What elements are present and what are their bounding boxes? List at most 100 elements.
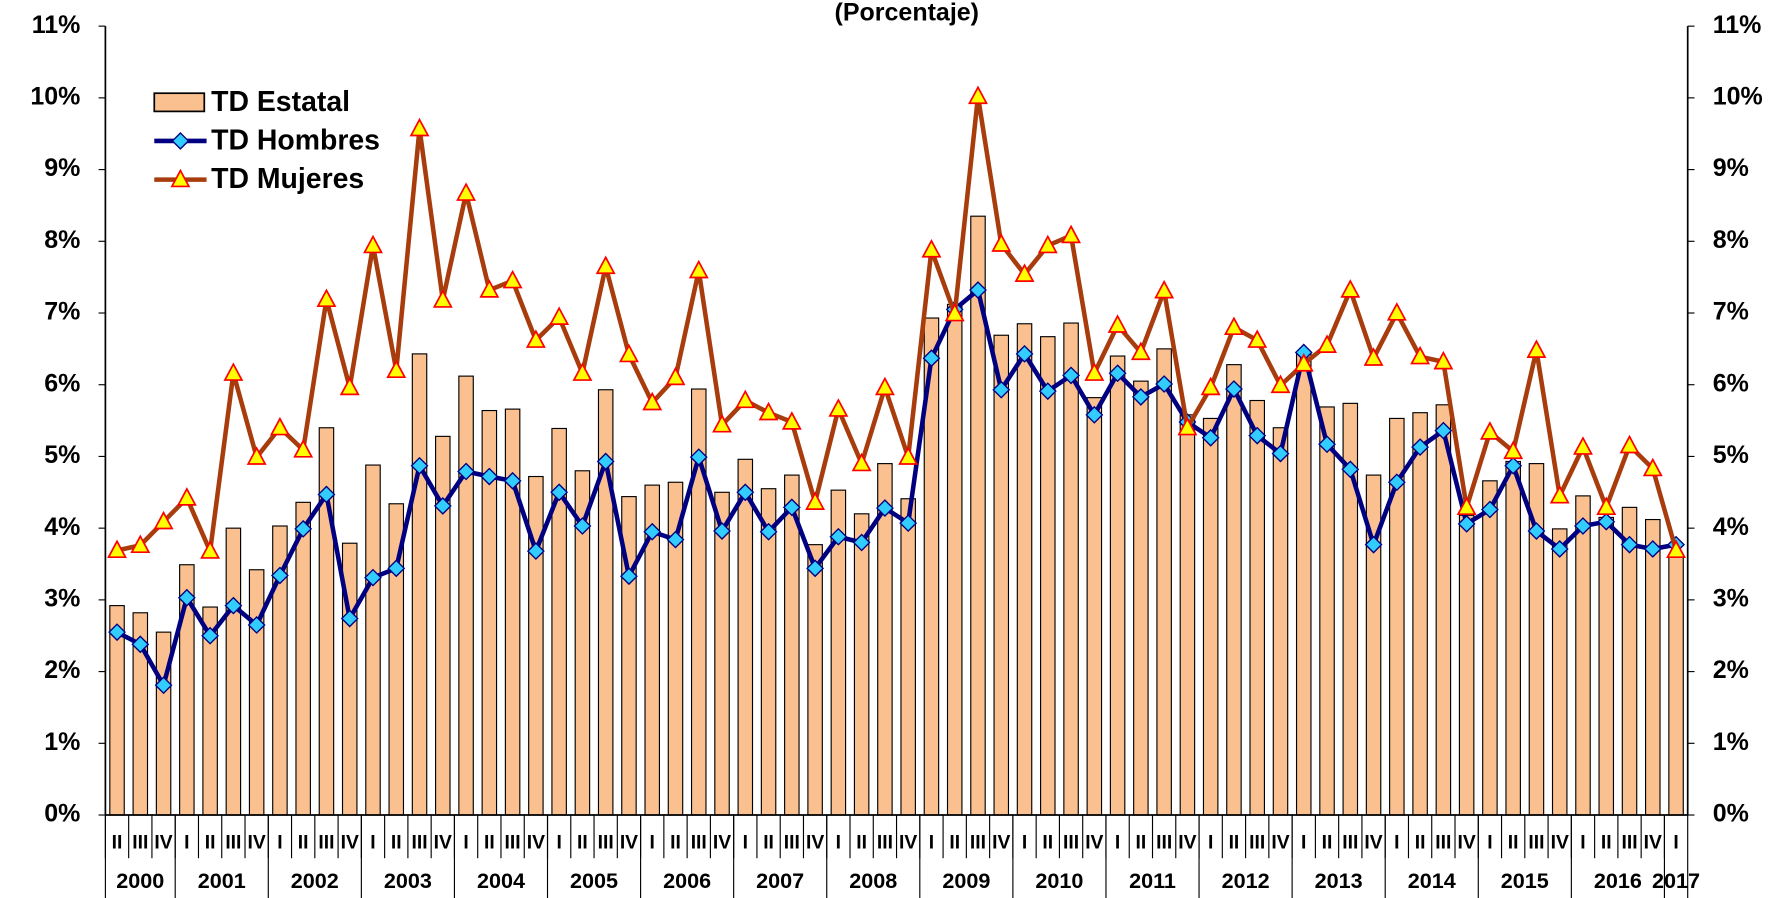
marker xyxy=(1479,421,1500,440)
x-tick-label: III xyxy=(225,833,241,854)
x-tick-label: III xyxy=(1342,833,1358,854)
x-tick-label: IV xyxy=(992,833,1010,854)
bar xyxy=(458,375,474,816)
legend-label: TD Estatal xyxy=(211,86,350,118)
x-tick-label: I xyxy=(743,833,748,854)
bar xyxy=(1668,554,1684,816)
bar xyxy=(1482,480,1498,816)
x-tick-label: I xyxy=(1673,833,1678,854)
marker xyxy=(1317,334,1337,353)
bar xyxy=(295,501,311,816)
x-tick-label: II xyxy=(1508,833,1519,854)
y2-tick-label: 3% xyxy=(1713,584,1749,612)
marker xyxy=(898,446,919,465)
marker xyxy=(1480,500,1499,519)
marker xyxy=(1643,540,1662,558)
marker xyxy=(759,522,778,541)
marker xyxy=(1527,522,1546,540)
marker xyxy=(317,485,336,504)
marker xyxy=(247,616,266,634)
bar xyxy=(1412,412,1428,816)
bar xyxy=(504,408,521,816)
x-tick-label: I xyxy=(1208,833,1213,854)
marker xyxy=(1619,434,1640,454)
marker xyxy=(246,446,267,465)
bar xyxy=(1133,380,1149,816)
marker xyxy=(1387,473,1406,492)
x-group-label: 2002 xyxy=(291,868,339,893)
marker xyxy=(969,281,987,299)
bar xyxy=(1435,404,1452,816)
marker xyxy=(224,596,243,615)
x-tick-label: III xyxy=(598,833,614,854)
x-tick-label: II xyxy=(949,833,960,854)
marker xyxy=(177,588,196,607)
y2-tick-label: 7% xyxy=(1713,298,1749,326)
x-tick-label: IV xyxy=(341,833,359,854)
marker xyxy=(502,269,523,289)
marker xyxy=(992,380,1011,399)
bar xyxy=(1645,518,1661,816)
y-tick-label: 3% xyxy=(44,584,80,612)
x-group-label: 2006 xyxy=(663,868,711,893)
x-tick-label: I xyxy=(1487,833,1492,854)
marker xyxy=(1550,540,1569,558)
marker xyxy=(1247,329,1268,348)
x-tick-label: IV xyxy=(1178,833,1196,854)
x-group-label: 2011 xyxy=(1129,868,1176,893)
marker xyxy=(1200,376,1221,396)
bar xyxy=(1109,355,1126,816)
marker xyxy=(596,452,615,471)
legend-swatch xyxy=(153,92,206,113)
x-tick-label: II xyxy=(205,833,216,854)
marker xyxy=(666,530,685,549)
bar xyxy=(946,303,963,816)
marker xyxy=(991,233,1012,252)
bar xyxy=(714,491,730,816)
marker xyxy=(433,497,452,515)
bar xyxy=(1202,417,1219,816)
marker xyxy=(968,85,988,105)
x-tick-label: II xyxy=(112,833,123,854)
x-group-label: 2009 xyxy=(942,868,990,893)
y2-tick-label: 4% xyxy=(1713,513,1749,541)
marker xyxy=(852,533,871,552)
marker xyxy=(665,366,686,386)
marker xyxy=(550,483,569,502)
x-tick-label: III xyxy=(970,833,986,854)
x-tick-label: III xyxy=(1063,833,1079,854)
y2-tick-label: 2% xyxy=(1713,656,1749,684)
x-tick-label: IV xyxy=(434,833,452,854)
chart-title: (Porcentaje) xyxy=(835,0,979,26)
y2-tick-label: 5% xyxy=(1713,441,1749,469)
x-group-label: 2016 xyxy=(1594,868,1642,893)
x-tick-label: I xyxy=(1022,833,1027,854)
marker xyxy=(363,234,383,254)
bar xyxy=(1063,322,1079,816)
y2-tick-label: 9% xyxy=(1713,154,1749,182)
marker xyxy=(1666,539,1687,559)
x-group-label: 2005 xyxy=(570,868,618,893)
x-tick-label: IV xyxy=(1644,833,1662,854)
marker xyxy=(269,416,290,436)
marker xyxy=(223,362,244,381)
marker xyxy=(480,467,499,486)
marker xyxy=(1270,374,1291,394)
marker xyxy=(503,471,522,490)
marker xyxy=(1015,344,1034,363)
y2-tick-label: 6% xyxy=(1713,369,1749,397)
marker xyxy=(1341,460,1360,479)
marker xyxy=(1131,387,1150,406)
marker xyxy=(1225,380,1243,398)
marker xyxy=(456,182,477,201)
marker xyxy=(875,499,894,517)
x-tick-label: III xyxy=(505,833,521,854)
x-tick-label: I xyxy=(556,833,561,854)
marker xyxy=(131,635,150,654)
x-tick-label: III xyxy=(1435,833,1451,854)
marker xyxy=(1503,440,1524,460)
x-tick-label: IV xyxy=(1551,833,1569,854)
x-tick-label: II xyxy=(1042,833,1053,854)
marker xyxy=(642,391,663,411)
